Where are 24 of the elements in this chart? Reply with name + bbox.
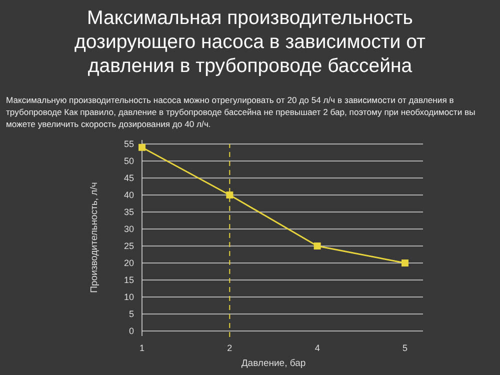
y-tick-label: 25 <box>124 241 134 252</box>
x-tick-label: 4 <box>314 343 320 353</box>
x-tick-label: 2 <box>227 343 232 353</box>
y-tick-label: 5 <box>128 309 134 320</box>
point <box>314 242 321 250</box>
y-tick-label: 35 <box>124 207 134 218</box>
point <box>226 192 234 198</box>
chart-title: Максимальная производительность дозирующего насоса в зависимости от давления в трубопроводе бассейна <box>74 6 426 78</box>
y-axis-title: Производительность, л/ч <box>89 182 100 293</box>
chart-subtitle: Максимальную производительность насоса можно отрегулировать от 20 до 54 л/ч в зависимости от давления в трубопроводе Как правило, давление в трубопроводе бассейна не превышает 2 бар, поэтому при необходимости вы можете увеличить скорость дозирования до 40 л/ч. <box>6 94 476 130</box>
y-tick-label: 15 <box>124 275 134 286</box>
y-tick-label: 45 <box>124 173 134 184</box>
y-tick-label: 10 <box>124 292 134 302</box>
y-tick-label: 20 <box>124 258 134 268</box>
y-tick-label: 30 <box>124 224 134 234</box>
y-tick-label: 50 <box>124 156 134 166</box>
y-tick-label: 40 <box>124 190 134 200</box>
x-tick-label: 5 <box>402 343 408 353</box>
point <box>402 260 408 266</box>
point <box>138 144 146 151</box>
y-tick-label: 55 <box>124 139 134 150</box>
x-axis-title: Давление, бар <box>241 358 306 369</box>
y-tick-label: 0 <box>128 326 134 336</box>
x-tick-label: 1 <box>139 343 145 353</box>
